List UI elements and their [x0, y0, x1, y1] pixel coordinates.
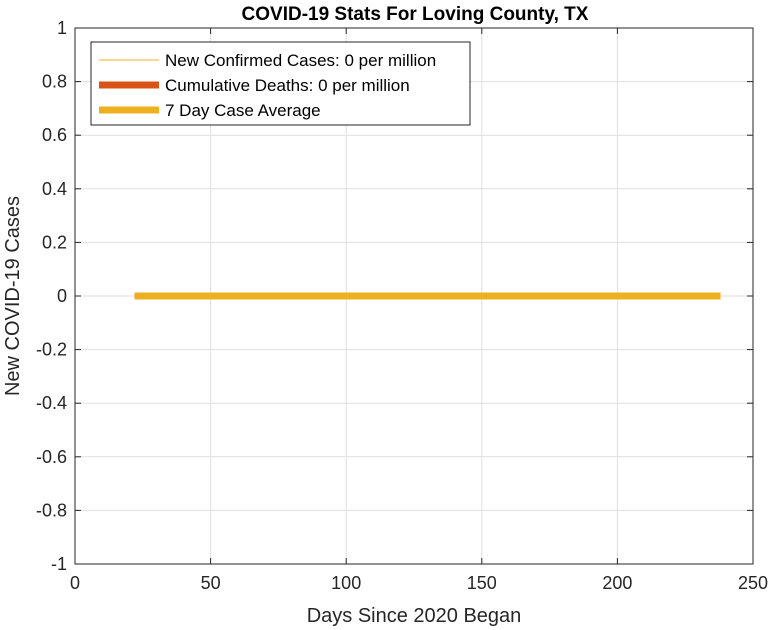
y-tick-label: 0.4 — [42, 179, 67, 199]
y-tick-label: 0.6 — [42, 125, 67, 145]
x-tick-label: 200 — [602, 573, 632, 593]
legend-label: 7 Day Case Average — [165, 101, 321, 120]
legend-label: New Confirmed Cases: 0 per million — [165, 51, 436, 70]
y-axis-label: New COVID-19 Cases — [2, 196, 24, 396]
x-axis: 0 50 100 150 200 250 — [70, 28, 768, 593]
x-tick-label: 150 — [467, 573, 497, 593]
y-tick-label: -0.6 — [36, 447, 67, 467]
legend: New Confirmed Cases: 0 per million Cumula… — [90, 41, 471, 126]
x-tick-label: 250 — [738, 573, 768, 593]
y-tick-label: 1 — [57, 18, 67, 38]
y-tick-label: -0.4 — [36, 393, 67, 413]
chart-title: COVID-19 Stats For Loving County, TX — [242, 4, 589, 25]
y-axis: -1 -0.8 -0.6 -0.4 -0.2 0 0.2 0.4 0.6 0.8 1 — [36, 18, 753, 574]
y-tick-label: 0.2 — [42, 232, 67, 252]
x-axis-label: Days Since 2020 Began — [307, 605, 522, 627]
y-tick-label: -1 — [51, 554, 67, 574]
y-tick-label: -0.8 — [36, 500, 67, 520]
x-tick-label: 50 — [201, 573, 221, 593]
y-tick-label: 0 — [57, 286, 67, 306]
legend-label: Cumulative Deaths: 0 per million — [165, 76, 410, 95]
y-tick-label: -0.2 — [36, 340, 67, 360]
x-tick-label: 0 — [70, 573, 80, 593]
x-tick-label: 100 — [331, 573, 361, 593]
y-tick-label: 0.8 — [42, 72, 67, 92]
